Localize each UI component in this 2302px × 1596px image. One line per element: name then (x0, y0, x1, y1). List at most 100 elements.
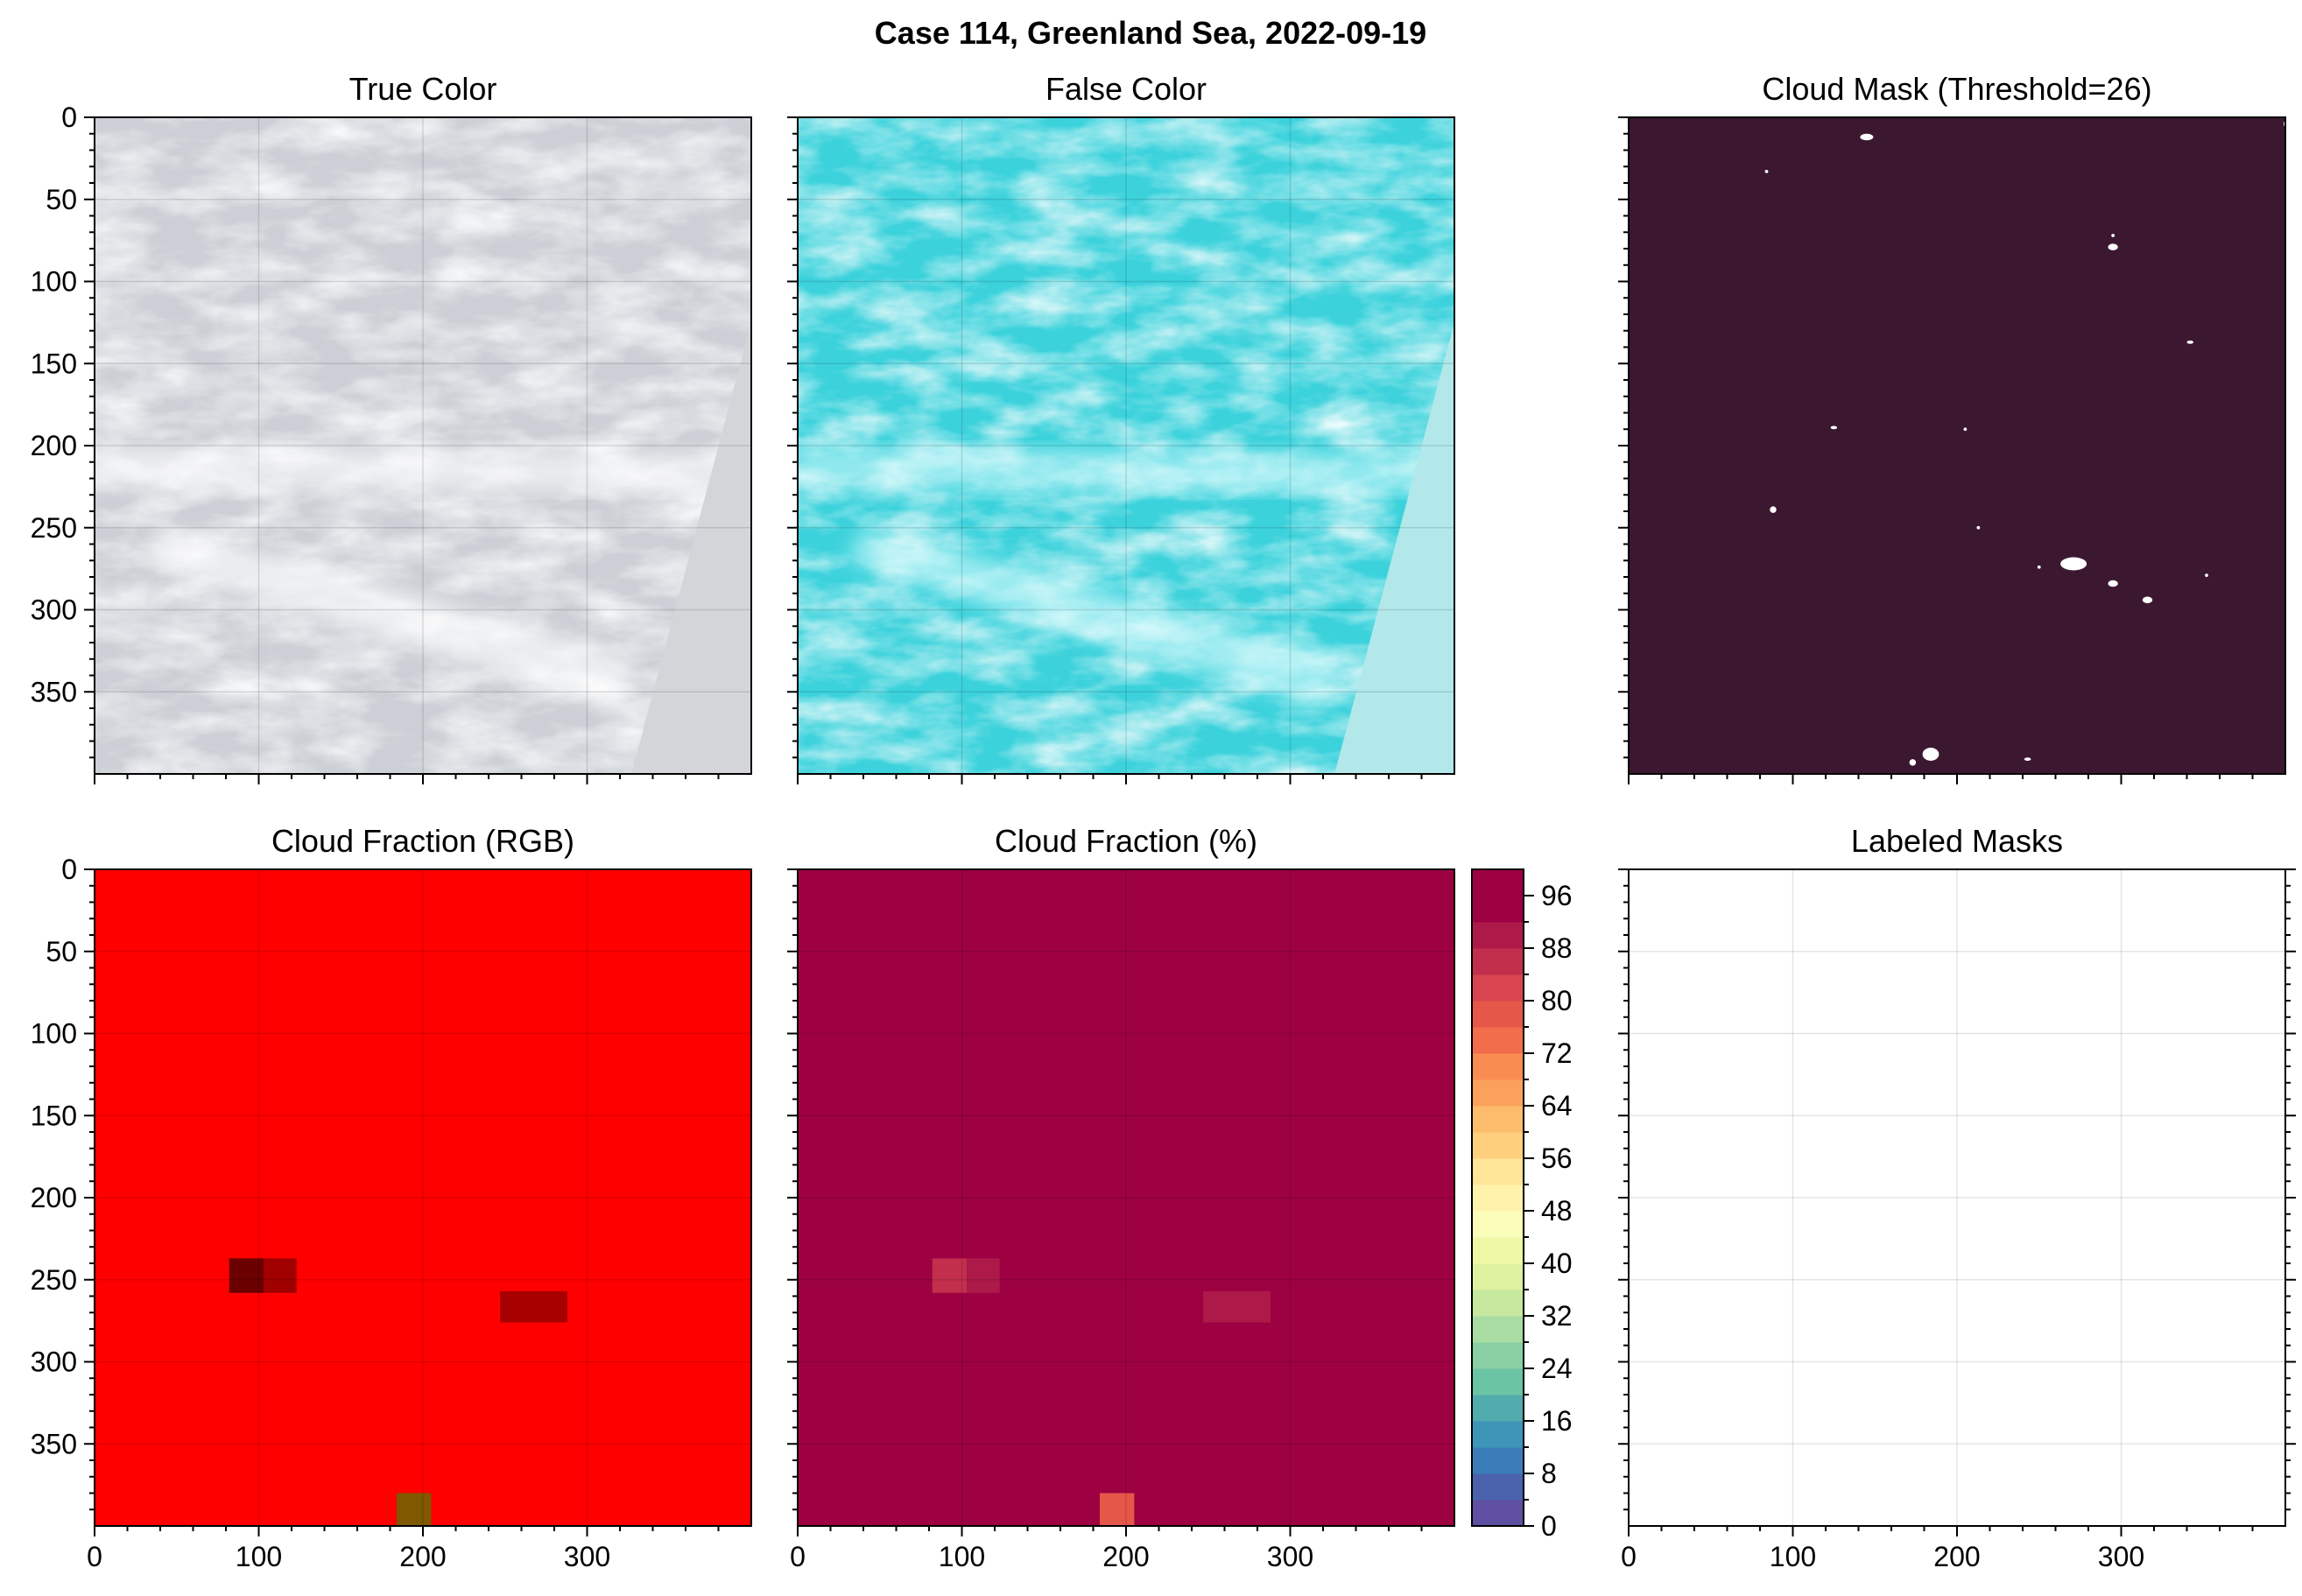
panel-title: Cloud Fraction (RGB) (271, 823, 574, 859)
mask-background (1629, 117, 2285, 774)
mask-blob (2205, 573, 2208, 577)
panel-background (1629, 869, 2285, 1526)
x-tick-label: 100 (1770, 1541, 1816, 1572)
y-tick-label: 50 (46, 936, 77, 967)
colorbar-segment (1472, 1473, 1524, 1501)
colorbar-frame (1471, 868, 1524, 1527)
y-tick-label: 300 (31, 594, 77, 626)
y-tick-label: 50 (46, 184, 77, 215)
cloud-texture (95, 117, 751, 774)
colorbar-segment (1472, 922, 1524, 949)
bright-streak (847, 527, 1340, 708)
mask-blob (2111, 234, 2115, 237)
x-tick-label: 300 (1267, 1541, 1313, 1572)
bright-band (798, 446, 1454, 496)
y-tick-label: 350 (31, 676, 77, 707)
heatmap-cell (229, 1258, 264, 1293)
colorbar-segment (1472, 1500, 1524, 1527)
mask-blob (2024, 757, 2031, 761)
x-tick-label: 0 (790, 1541, 806, 1572)
heatmap-cell (967, 1258, 1000, 1293)
colorbar-segment (1472, 1447, 1524, 1474)
colorbar-segment (1472, 1185, 1524, 1212)
panel-2: Cloud Mask (Threshold=26) (1618, 71, 2286, 784)
y-tick-label: 150 (31, 348, 77, 379)
x-tick-label: 100 (939, 1541, 985, 1572)
x-tick-label: 100 (236, 1541, 282, 1572)
colorbar-segment (1472, 869, 1524, 896)
colorbar-tick-label: 16 (1541, 1405, 1573, 1437)
swath-edge (631, 322, 751, 774)
colorbar-segment (1472, 1395, 1524, 1422)
y-tick-label: 250 (31, 1264, 77, 1296)
panel-content (95, 117, 751, 774)
bright-streak (144, 527, 637, 708)
colorbar-segment (1472, 1342, 1524, 1369)
x-tick-label: 200 (1933, 1541, 1980, 1572)
y-tick-label: 200 (31, 430, 77, 461)
y-tick-label: 100 (31, 1018, 77, 1050)
y-tick-label: 150 (31, 1100, 77, 1131)
mask-blob (2108, 580, 2118, 587)
x-tick-label: 300 (2098, 1541, 2144, 1572)
colorbar-tick-label: 64 (1541, 1090, 1573, 1121)
colorbar-segment (1472, 1263, 1524, 1290)
panel-title: Labeled Masks (1851, 823, 2063, 859)
mask-blob (1909, 759, 1917, 766)
mask-blob (1860, 133, 1874, 141)
heatmap-cell (397, 1493, 432, 1526)
panel-title: Cloud Fraction (%) (995, 823, 1257, 859)
mask-blob (2142, 596, 2153, 603)
panel-content (1629, 869, 2285, 1526)
colorbar-tick-label: 56 (1541, 1143, 1573, 1174)
colorbar-tick-label: 72 (1541, 1037, 1573, 1069)
panel-title: False Color (1045, 71, 1207, 107)
cloud-texture (798, 117, 1454, 774)
heatmap-cell (1203, 1290, 1271, 1323)
mask-blob (2037, 565, 2041, 569)
y-tick-label: 0 (61, 102, 77, 133)
colorbar-segment (1472, 1316, 1524, 1343)
colorbar-tick-label: 96 (1541, 880, 1573, 911)
x-tick-label: 200 (1102, 1541, 1149, 1572)
y-tick-label: 200 (31, 1182, 77, 1213)
bright-band (95, 446, 751, 496)
heatmap-cell (500, 1290, 567, 1323)
colorbar-segment (1472, 1158, 1524, 1185)
mask-blob (1922, 748, 1939, 761)
colorbar-segment (1472, 1053, 1524, 1080)
panel-0: True Color 0 50 100 150 200 250 300 350 (31, 71, 752, 784)
panel-title: Cloud Mask (Threshold=26) (1762, 71, 2151, 107)
colorbar-segment (1472, 1290, 1524, 1317)
panel-content (1629, 117, 2285, 774)
colorbar-segment (1472, 974, 1524, 1002)
mask-blob (2060, 557, 2087, 571)
colorbar-segment (1472, 1106, 1524, 1133)
heatmap-cell (264, 1258, 297, 1293)
colorbar-tick-label: 40 (1541, 1248, 1573, 1279)
colorbar-tick-label: 32 (1541, 1300, 1573, 1332)
x-tick-label: 0 (1621, 1541, 1637, 1572)
swath-edge (1334, 322, 1454, 774)
colorbar-segment (1472, 1027, 1524, 1054)
heatmap-cell (1100, 1493, 1135, 1526)
colorbar-segment (1472, 1211, 1524, 1238)
figure-title: Case 114, Greenland Sea, 2022-09-19 (875, 15, 1426, 51)
mask-blob (1963, 427, 1968, 432)
x-tick-label: 200 (399, 1541, 446, 1572)
panel-1: False Color (787, 71, 1455, 784)
y-tick-label: 300 (31, 1346, 77, 1378)
colorbar-tick-label: 24 (1541, 1353, 1573, 1384)
panel-4: Cloud Fraction (%) 0 100 200 300 0 8 16 24 32 40 48… (787, 823, 1573, 1572)
colorbar-tick-label: 80 (1541, 985, 1573, 1016)
heatmap-background (95, 869, 751, 1526)
heatmap-background (798, 869, 1454, 1526)
mask-blob (1830, 425, 1838, 430)
x-tick-label: 300 (564, 1541, 610, 1572)
y-tick-label: 250 (31, 512, 77, 544)
colorbar-segment (1472, 948, 1524, 975)
y-tick-label: 0 (61, 854, 77, 885)
panel-content (95, 869, 751, 1526)
y-tick-label: 350 (31, 1428, 77, 1459)
